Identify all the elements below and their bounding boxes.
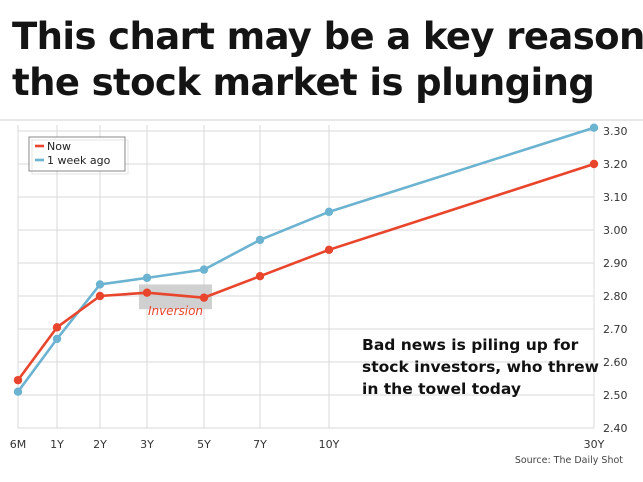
data-point-week-ago	[13, 387, 23, 396]
x-tick-label: 3Y	[140, 438, 154, 451]
headline-line-1: This chart may be a key reason	[12, 15, 643, 58]
data-point-now	[142, 288, 152, 297]
data-point-now	[589, 159, 599, 169]
y-tick-label: 2.50	[603, 389, 628, 402]
series-line-week-ago	[16, 126, 595, 393]
legend-label: Now	[47, 140, 71, 153]
y-tick-label: 2.90	[603, 257, 628, 270]
series-line-now	[16, 162, 595, 381]
x-tick-label: 10Y	[319, 438, 340, 451]
x-tick-label: 30Y	[584, 438, 605, 451]
data-point-week-ago	[589, 123, 599, 132]
legend-shadow	[31, 139, 129, 175]
data-point-week-ago	[52, 334, 62, 344]
legend-box	[28, 136, 126, 172]
source-credit: Source: The Daily Shot	[514, 455, 623, 466]
data-point-week-ago	[142, 273, 152, 283]
y-tick-label: 3.30	[603, 125, 628, 138]
y-tick-label: 2.40	[603, 422, 628, 435]
y-tick-label: 2.70	[603, 323, 628, 336]
inversion-label: Inversion	[148, 304, 203, 318]
data-point-now	[52, 323, 62, 332]
chart-headline: This chart may be a key reason the stock…	[12, 14, 643, 106]
data-point-now	[95, 291, 105, 301]
data-point-now	[324, 245, 334, 254]
y-tick-label: 2.60	[603, 356, 628, 369]
data-point-week-ago	[324, 207, 334, 217]
y-tick-label: 3.10	[603, 191, 628, 204]
x-tick-label: 1Y	[50, 438, 64, 451]
data-point-now	[13, 375, 23, 385]
y-tick-label: 3.20	[603, 158, 628, 171]
data-point-week-ago	[199, 265, 209, 274]
annotation-note: Bad news is piling up for stock investor…	[362, 336, 599, 398]
x-tick-label: 5Y	[197, 438, 211, 451]
data-point-week-ago	[95, 280, 105, 289]
y-tick-label: 2.80	[603, 290, 628, 303]
x-tick-label: 7Y	[253, 438, 267, 451]
data-point-now	[199, 293, 209, 302]
data-point-now	[255, 272, 265, 281]
x-tick-label: 6M	[10, 438, 27, 451]
legend-label: 1 week ago	[47, 154, 111, 167]
y-tick-label: 3.00	[603, 224, 628, 237]
x-tick-label: 2Y	[93, 438, 107, 451]
headline-line-2: the stock market is plunging	[12, 61, 595, 104]
data-point-week-ago	[255, 235, 265, 245]
